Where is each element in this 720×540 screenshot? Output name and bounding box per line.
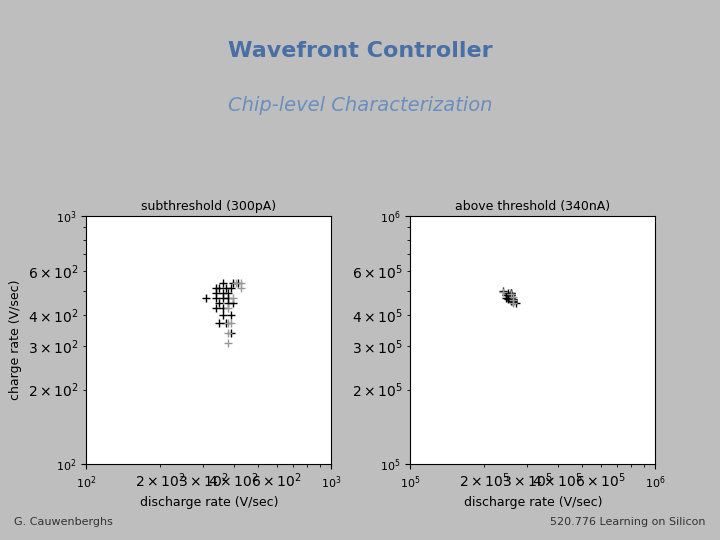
Text: Wavefront Controller: Wavefront Controller xyxy=(228,40,492,60)
Title: above threshold (340nA): above threshold (340nA) xyxy=(455,200,611,213)
X-axis label: discharge rate (V/sec): discharge rate (V/sec) xyxy=(464,496,602,509)
X-axis label: discharge rate (V/sec): discharge rate (V/sec) xyxy=(140,496,278,509)
Text: 520.776 Learning on Silicon: 520.776 Learning on Silicon xyxy=(550,517,706,528)
Text: G. Cauwenberghs: G. Cauwenberghs xyxy=(14,517,113,528)
Y-axis label: charge rate (V/sec): charge rate (V/sec) xyxy=(9,280,22,401)
Title: subthreshold (300pA): subthreshold (300pA) xyxy=(141,200,276,213)
Text: Chip-level Characterization: Chip-level Characterization xyxy=(228,96,492,115)
